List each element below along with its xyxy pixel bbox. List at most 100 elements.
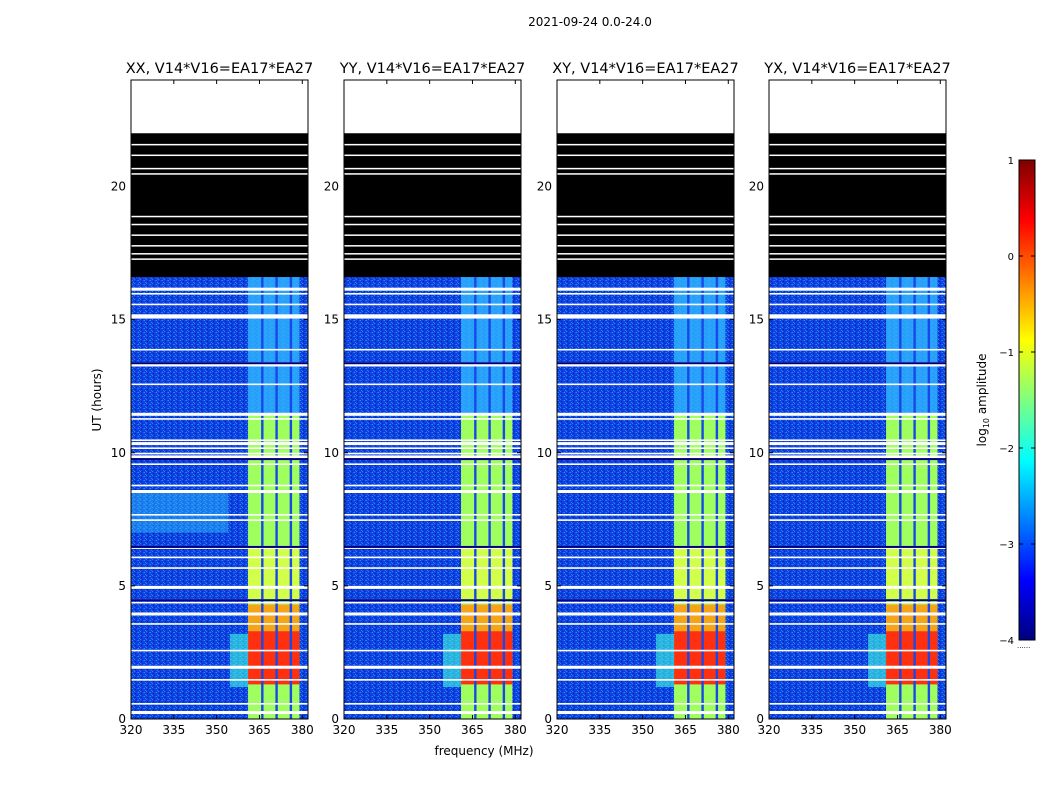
- panels: 320 335 350 365 380 0 5 10 15 20 XX, V14*V16=EA17*…: [111, 61, 952, 737]
- flag-row: [131, 623, 308, 625]
- flag-gap-line: [557, 223, 734, 226]
- dark-row: [131, 458, 308, 461]
- colorbar-label: log10 amplitude: [975, 354, 991, 447]
- flag-row: [344, 484, 521, 487]
- figure-suptitle: 2021-09-24 0.0-24.0: [528, 15, 652, 29]
- panel-title: YY, V14*V16=EA17*EA27: [339, 61, 525, 77]
- y-tick-label: 20: [537, 180, 552, 194]
- dark-row: [344, 362, 521, 365]
- flag-row: [131, 612, 308, 616]
- flag-row: [557, 439, 734, 442]
- flag-gap-line: [131, 215, 308, 218]
- flag-row: [344, 293, 521, 295]
- flag-row: [131, 585, 308, 589]
- flag-gap-line: [769, 258, 946, 260]
- flag-row: [557, 364, 734, 367]
- flag-row: [769, 348, 946, 351]
- heatmap-area: [557, 133, 734, 719]
- rfi-glow: [868, 633, 887, 688]
- dark-row: [344, 458, 521, 461]
- heatmap-area: [131, 133, 308, 719]
- colorbar-tick-label: 0: [1008, 252, 1014, 263]
- y-tick-label: 20: [111, 180, 126, 194]
- flag-gap-line: [769, 234, 946, 236]
- x-tick-label: 365: [886, 723, 909, 737]
- y-tick-label: 5: [331, 579, 339, 593]
- flag-row: [769, 463, 946, 465]
- flag-row: [769, 519, 946, 521]
- channel-gap: [488, 277, 491, 719]
- channel-gap: [502, 277, 506, 719]
- rfi-glow: [230, 633, 249, 688]
- flag-row: [769, 452, 946, 455]
- flag-row: [344, 383, 521, 386]
- colorbar-tick-label: −4: [999, 636, 1014, 647]
- flag-row: [557, 316, 734, 319]
- flag-row: [344, 412, 521, 416]
- flag-row: [557, 513, 734, 516]
- flag-row: [769, 383, 946, 386]
- x-tick-label: 365: [248, 723, 271, 737]
- flag-gap-line: [344, 167, 521, 170]
- flag-row: [769, 703, 946, 705]
- y-tick-label: 10: [111, 446, 126, 460]
- x-tick-label: 320: [546, 723, 569, 737]
- channel-gap: [289, 277, 293, 719]
- x-tick-label: 335: [375, 723, 398, 737]
- y-tick-label: 5: [118, 579, 126, 593]
- flag-row: [769, 567, 946, 569]
- flag-row: [131, 711, 308, 715]
- flag-row: [557, 490, 734, 494]
- flag-row: [344, 567, 521, 569]
- y-tick-label: 5: [544, 579, 552, 593]
- flag-gap-line: [557, 167, 734, 170]
- x-tick-label: 350: [205, 723, 228, 737]
- x-tick-label: 335: [162, 723, 185, 737]
- flag-row: [557, 418, 734, 420]
- x-tick-label: 320: [758, 723, 781, 737]
- flag-gap-line: [769, 253, 946, 255]
- flag-row: [344, 623, 521, 625]
- flag-gap-line: [557, 154, 734, 157]
- flag-gap-line: [344, 258, 521, 260]
- flag-row: [557, 665, 734, 669]
- flag-row: [769, 556, 946, 559]
- flag-row: [769, 364, 946, 367]
- flag-gap-line: [131, 234, 308, 236]
- flag-row: [557, 585, 734, 589]
- flag-row: [131, 364, 308, 367]
- flag-row: [131, 490, 308, 494]
- y-tick-label: 0: [331, 712, 339, 726]
- flag-row: [557, 303, 734, 306]
- flag-row: [344, 364, 521, 367]
- flag-row: [344, 703, 521, 705]
- flag-row: [557, 484, 734, 487]
- dark-row: [557, 458, 734, 461]
- flag-row: [557, 711, 734, 715]
- flag-row: [557, 287, 734, 291]
- flag-row: [344, 439, 521, 442]
- colorbar: 1 0 −1 −2 −3 −4 log10 amplitude ......: [975, 156, 1036, 650]
- colorbar-tick-label: −2: [999, 444, 1014, 455]
- colorbar-footer: ......: [1017, 642, 1030, 650]
- flag-row: [131, 703, 308, 705]
- flag-gap-line: [769, 154, 946, 157]
- flag-row: [344, 601, 521, 604]
- flag-row: [131, 601, 308, 604]
- x-tick-label: 350: [843, 723, 866, 737]
- flag-row: [344, 442, 521, 446]
- flag-gap-line: [769, 143, 946, 146]
- flag-row: [769, 612, 946, 616]
- flag-row: [769, 484, 946, 487]
- flag-gap-line: [769, 223, 946, 226]
- dark-row: [769, 599, 946, 602]
- flag-row: [769, 455, 946, 459]
- flag-gap-line: [131, 154, 308, 157]
- x-axis-label: frequency (MHz): [434, 744, 533, 758]
- flag-gap-line: [344, 215, 521, 218]
- dark-row: [344, 545, 521, 548]
- flag-row: [769, 287, 946, 291]
- channel-gap: [701, 277, 704, 719]
- y-tick-label: 0: [544, 712, 552, 726]
- flag-gap-line: [557, 258, 734, 260]
